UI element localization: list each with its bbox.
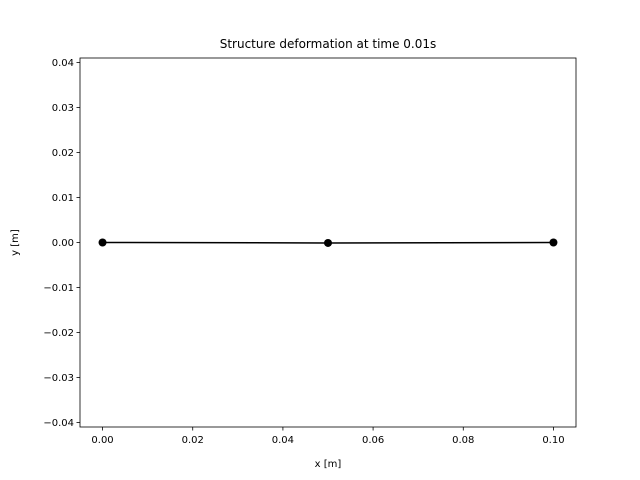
x-tick-label: 0.08 [452,435,474,446]
y-tick-label: 0.01 [52,193,74,204]
plot-frame [79,57,577,428]
x-axis-ticks: 0.00 0.02 0.04 0.06 0.08 0.10 [91,427,565,446]
y-tick-label: −0.03 [43,373,74,384]
data-point [324,238,332,247]
data-point [549,238,558,247]
x-axis-label: x [m] [315,459,342,470]
y-axis-ticks: 0.04 0.03 0.02 0.01 0.00 −0.01 −0.02 −0.03 −0.04 [43,58,80,429]
y-tick-label: −0.04 [43,418,74,429]
y-tick-label: 0.03 [52,103,74,114]
y-tick-label: 0.04 [52,58,74,69]
y-tick-label: 0.00 [52,238,74,249]
x-tick-label: 0.06 [362,435,384,446]
x-tick-label: 0.02 [182,435,204,446]
x-tick-label: 0.00 [91,435,113,446]
data-point [98,238,107,247]
x-tick-label: 0.04 [272,435,294,446]
x-tick-label: 0.10 [542,435,564,446]
y-tick-label: −0.01 [43,283,74,294]
chart-title: Structure deformation at time 0.01s [220,37,437,51]
y-axis-label: y [m] [10,229,21,256]
y-tick-label: −0.02 [43,328,74,339]
series-layer [98,238,558,247]
y-tick-label: 0.02 [52,148,74,159]
